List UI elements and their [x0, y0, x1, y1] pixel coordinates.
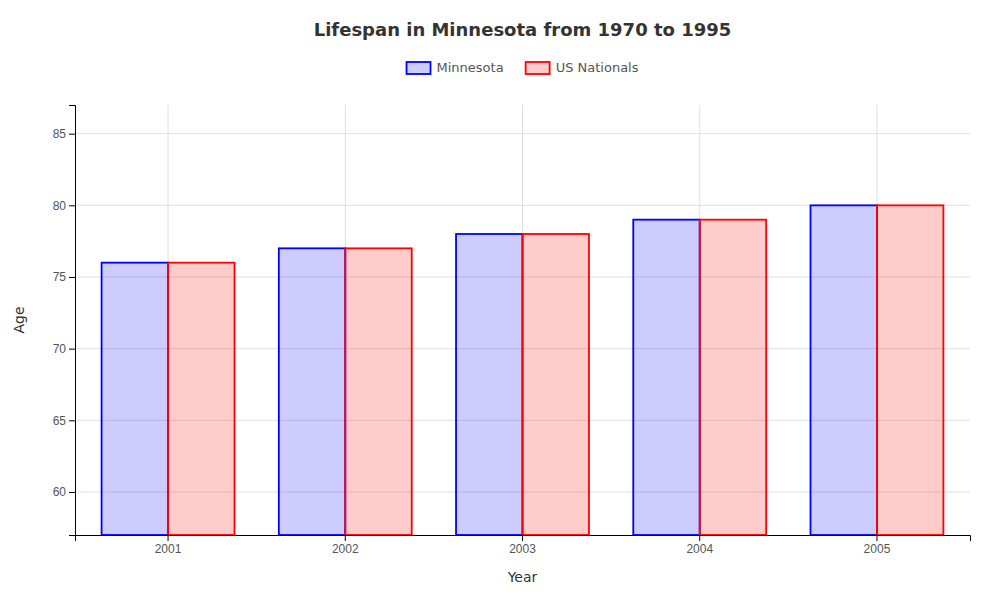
- x-axis: 2001 2002 2003 2004 2005: [76, 535, 971, 556]
- tick-label: 2003: [509, 542, 536, 556]
- tick-mark: [69, 492, 75, 493]
- legend-item: US Nationals: [526, 60, 639, 75]
- bar: [700, 220, 766, 535]
- bar: [877, 205, 943, 535]
- bar: [345, 248, 411, 535]
- tick: 75: [53, 270, 75, 284]
- bar: [279, 248, 345, 535]
- series: [102, 205, 877, 535]
- legend-swatch: [526, 62, 550, 74]
- chart: 60 65 70 75 80 85 2001 2002 2003 2004 2005 Year Age L…: [0, 0, 1000, 600]
- y-axis-title: Age: [11, 306, 27, 333]
- tick-label: 2004: [686, 542, 713, 556]
- series: [168, 205, 943, 535]
- tick-mark: [69, 134, 75, 135]
- tick-mark: [69, 420, 75, 421]
- legend-swatch: [407, 62, 431, 74]
- x-axis-title: Year: [507, 569, 538, 585]
- tick: 2001: [155, 535, 182, 556]
- legend-label: US Nationals: [556, 60, 639, 75]
- legend-item: Minnesota: [407, 60, 504, 75]
- tick-mark: [522, 535, 523, 541]
- tick-mark: [168, 535, 169, 541]
- legend: Minnesota US Nationals: [407, 60, 639, 75]
- tick: 2002: [332, 535, 359, 556]
- bar: [102, 263, 168, 535]
- grid: [75, 105, 970, 535]
- tick-mark: [69, 205, 75, 206]
- bar: [810, 205, 876, 535]
- bar: [523, 234, 589, 535]
- tick-label: 2002: [332, 542, 359, 556]
- tick: 2005: [864, 535, 891, 556]
- tick-label: 70: [53, 342, 67, 356]
- tick-mark: [69, 349, 75, 350]
- axis-line: [76, 536, 971, 542]
- tick: 80: [53, 199, 75, 213]
- tick-label: 60: [53, 485, 67, 499]
- tick: 2003: [509, 535, 536, 556]
- bar: [633, 220, 699, 535]
- tick: 70: [53, 342, 75, 356]
- tick-mark: [345, 535, 346, 541]
- bars: [102, 205, 944, 535]
- tick: 2004: [686, 535, 713, 556]
- axis-line: [69, 106, 76, 536]
- tick-label: 2001: [155, 542, 182, 556]
- tick-label: 65: [53, 414, 67, 428]
- tick: 85: [53, 127, 75, 141]
- tick-label: 80: [53, 199, 67, 213]
- legend-label: Minnesota: [437, 60, 504, 75]
- tick-label: 75: [53, 270, 67, 284]
- tick-mark: [69, 277, 75, 278]
- tick: 65: [53, 414, 75, 428]
- tick: 60: [53, 485, 75, 499]
- bar: [456, 234, 522, 535]
- tick-label: 85: [53, 127, 67, 141]
- plot: 60 65 70 75 80 85 2001 2002 2003 2004 2005: [53, 105, 971, 556]
- tick-mark: [699, 535, 700, 541]
- bar: [168, 263, 234, 535]
- tick-mark: [876, 535, 877, 541]
- title: Lifespan in Minnesota from 1970 to 1995: [314, 19, 732, 40]
- y-axis: 60 65 70 75 80 85: [53, 106, 76, 536]
- tick-label: 2005: [864, 542, 891, 556]
